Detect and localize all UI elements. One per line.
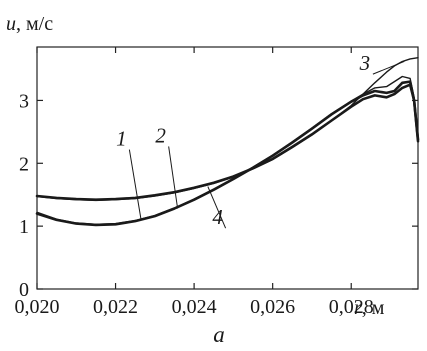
y-tick-label: 3: [19, 90, 29, 112]
ticks: 0,020 0,022 0,024 0,026 0,028 0 1 2 3: [15, 47, 418, 318]
series-line-2: [36, 75, 419, 226]
leader-line-1: [128, 149, 142, 220]
x-tick-label: 0,028: [329, 296, 374, 318]
x-tick-label: 0,022: [93, 296, 138, 318]
series-line-1: [35, 80, 420, 227]
x-axis-variable: r: [354, 297, 362, 319]
x-axis-unit: , м: [362, 297, 385, 319]
y-axis-unit: , м/с: [16, 13, 53, 35]
leader-line-3: [372, 60, 405, 75]
leader-line-4: [207, 186, 227, 229]
axes: [36, 46, 419, 290]
series-group: [35, 57, 420, 227]
curve-label-4: 4: [212, 205, 223, 229]
x-tick-label: 0,024: [172, 296, 217, 318]
axis-labels: u, м/с r, м a: [6, 13, 385, 347]
curve-label-1: 1: [116, 127, 127, 151]
figure-caption: a: [213, 322, 225, 347]
y-axis-label: u, м/с: [6, 13, 53, 35]
curve-label-2: 2: [155, 123, 166, 147]
y-tick-label: 1: [19, 216, 29, 238]
curve-label-3: 3: [359, 51, 371, 75]
x-tick-label: 0,026: [250, 296, 295, 318]
leader-line-2: [168, 146, 179, 209]
y-tick-label: 2: [19, 153, 29, 175]
plot-frame: [36, 46, 419, 290]
y-axis-variable: u: [6, 13, 16, 35]
series-line-4: [35, 83, 420, 201]
annotations: 1 2 3 4: [116, 51, 405, 229]
x-axis-label: r, м: [354, 297, 385, 319]
x-tick-label: 0,020: [15, 296, 60, 318]
y-tick-label: 0: [19, 279, 29, 301]
